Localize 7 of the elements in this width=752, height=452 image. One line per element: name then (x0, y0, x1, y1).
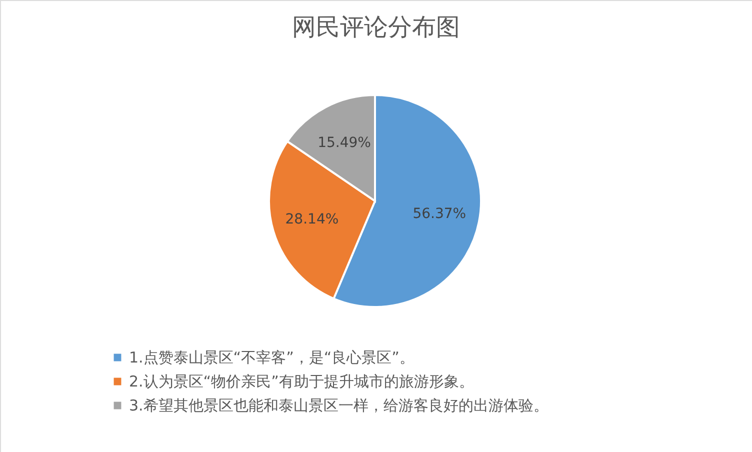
data-label: 56.37% (412, 206, 466, 222)
data-label: 15.49% (318, 134, 371, 151)
legend-label: 3.希望其他景区也能和泰山景区一样，给游客良好的出游体验。 (129, 396, 548, 414)
legend-label: 2.认为景区“物价亲民”有助于提升城市的旅游形象。 (129, 372, 474, 390)
chart-title: 网民评论分布图 (292, 13, 460, 41)
legend-label: 1.点赞泰山景区“不宰客”，是“良心景区”。 (129, 348, 414, 366)
data-label: 28.14% (285, 212, 339, 228)
